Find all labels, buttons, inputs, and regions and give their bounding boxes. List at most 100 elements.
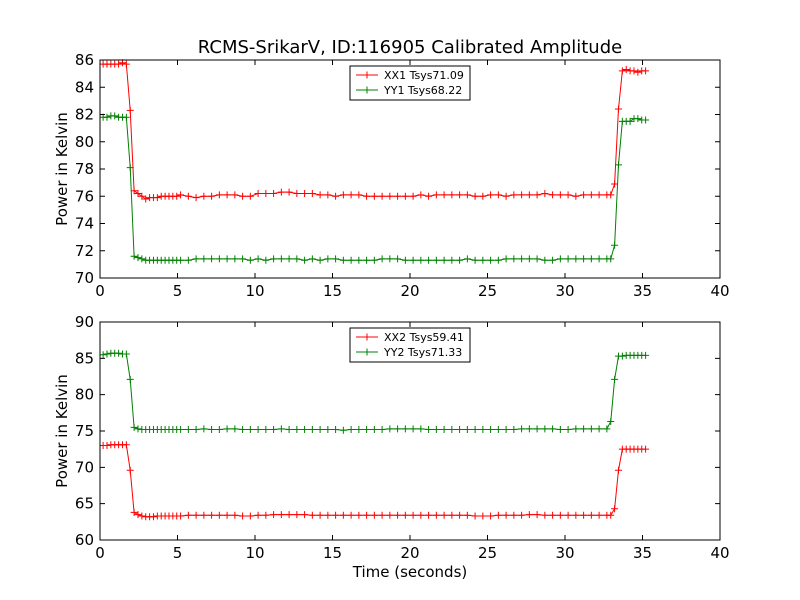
data-point <box>386 511 394 519</box>
x-tick-label: 0 <box>95 282 105 300</box>
data-point <box>111 112 119 120</box>
legend-marker <box>363 348 371 356</box>
data-point <box>587 191 595 199</box>
data-point <box>611 241 619 249</box>
x-tick-label: 10 <box>245 544 264 562</box>
data-point <box>595 255 603 263</box>
data-point <box>370 192 378 200</box>
data-point <box>246 256 254 264</box>
data-point <box>456 426 464 434</box>
data-point <box>363 192 371 200</box>
data-point <box>316 511 324 519</box>
data-point <box>401 511 409 519</box>
data-point <box>471 426 479 434</box>
data-point <box>386 255 394 263</box>
data-point <box>332 255 340 263</box>
data-point <box>614 105 622 113</box>
data-point <box>394 511 402 519</box>
data-point <box>603 425 611 433</box>
data-point <box>126 106 134 114</box>
data-point <box>479 192 487 200</box>
data-point <box>580 255 588 263</box>
data-point <box>533 191 541 199</box>
data-point <box>533 255 541 263</box>
data-point <box>142 195 150 203</box>
x-tick-label: 35 <box>633 544 652 562</box>
data-point <box>347 191 355 199</box>
data-point <box>301 511 309 519</box>
data-point <box>463 255 471 263</box>
data-point <box>277 255 285 263</box>
data-point <box>184 256 192 264</box>
data-point <box>308 511 316 519</box>
data-point <box>440 511 448 519</box>
y-tick-label: 78 <box>75 160 94 178</box>
data-point <box>525 511 533 519</box>
data-point <box>363 426 371 434</box>
x-tick-label: 25 <box>478 282 497 300</box>
data-point <box>510 255 518 263</box>
x-tick-label: 30 <box>555 282 574 300</box>
data-point <box>502 255 510 263</box>
data-point <box>301 426 309 434</box>
data-point <box>463 191 471 199</box>
data-point <box>177 426 185 434</box>
data-point <box>502 192 510 200</box>
data-point <box>580 191 588 199</box>
data-point <box>409 192 417 200</box>
x-tick-label: 40 <box>710 282 729 300</box>
data-point <box>607 511 615 519</box>
data-point <box>177 191 185 199</box>
data-point <box>134 425 142 433</box>
legend-entry: XX1 Tsys71.09 <box>356 69 464 82</box>
data-point <box>223 191 231 199</box>
data-point <box>580 425 588 433</box>
data-point <box>316 191 324 199</box>
data-point <box>386 425 394 433</box>
data-point <box>332 192 340 200</box>
data-point <box>417 256 425 264</box>
data-point <box>223 255 231 263</box>
x-tick-label: 35 <box>633 282 652 300</box>
data-point <box>115 60 123 68</box>
data-point <box>153 194 161 202</box>
data-point <box>378 255 386 263</box>
data-point <box>611 180 619 188</box>
data-point <box>192 511 200 519</box>
data-point <box>614 466 622 474</box>
data-point <box>525 425 533 433</box>
data-point <box>525 191 533 199</box>
y-tick-label: 80 <box>75 386 94 404</box>
legend-entry: YY1 Tsys68.22 <box>356 84 462 97</box>
data-point <box>494 426 502 434</box>
data-point <box>293 511 301 519</box>
data-point <box>401 192 409 200</box>
x-tick-label: 5 <box>173 544 183 562</box>
data-point <box>518 255 526 263</box>
data-point <box>378 511 386 519</box>
data-point <box>254 190 262 198</box>
y-tick-label: 84 <box>75 78 94 96</box>
data-point <box>192 194 200 202</box>
data-point <box>339 511 347 519</box>
series-1 <box>99 59 650 203</box>
data-point <box>487 512 495 520</box>
data-point <box>510 426 518 434</box>
series-1 <box>99 441 650 521</box>
y-tick-label: 76 <box>75 187 94 205</box>
data-point <box>215 426 223 434</box>
data-point <box>103 442 111 450</box>
data-point <box>134 190 142 198</box>
data-point <box>355 426 363 434</box>
legend-box <box>349 327 471 363</box>
data-point <box>184 511 192 519</box>
data-point <box>549 191 557 199</box>
data-point <box>556 511 564 519</box>
bottom-panel: 0 5 10 15 20 25 30 35 40 60 65 70 75 80 85 90 Power in K… <box>53 313 730 581</box>
data-point <box>208 426 216 434</box>
data-point <box>622 66 630 74</box>
data-point <box>642 116 650 124</box>
data-point <box>463 511 471 519</box>
data-point <box>607 255 615 263</box>
data-point <box>370 426 378 434</box>
